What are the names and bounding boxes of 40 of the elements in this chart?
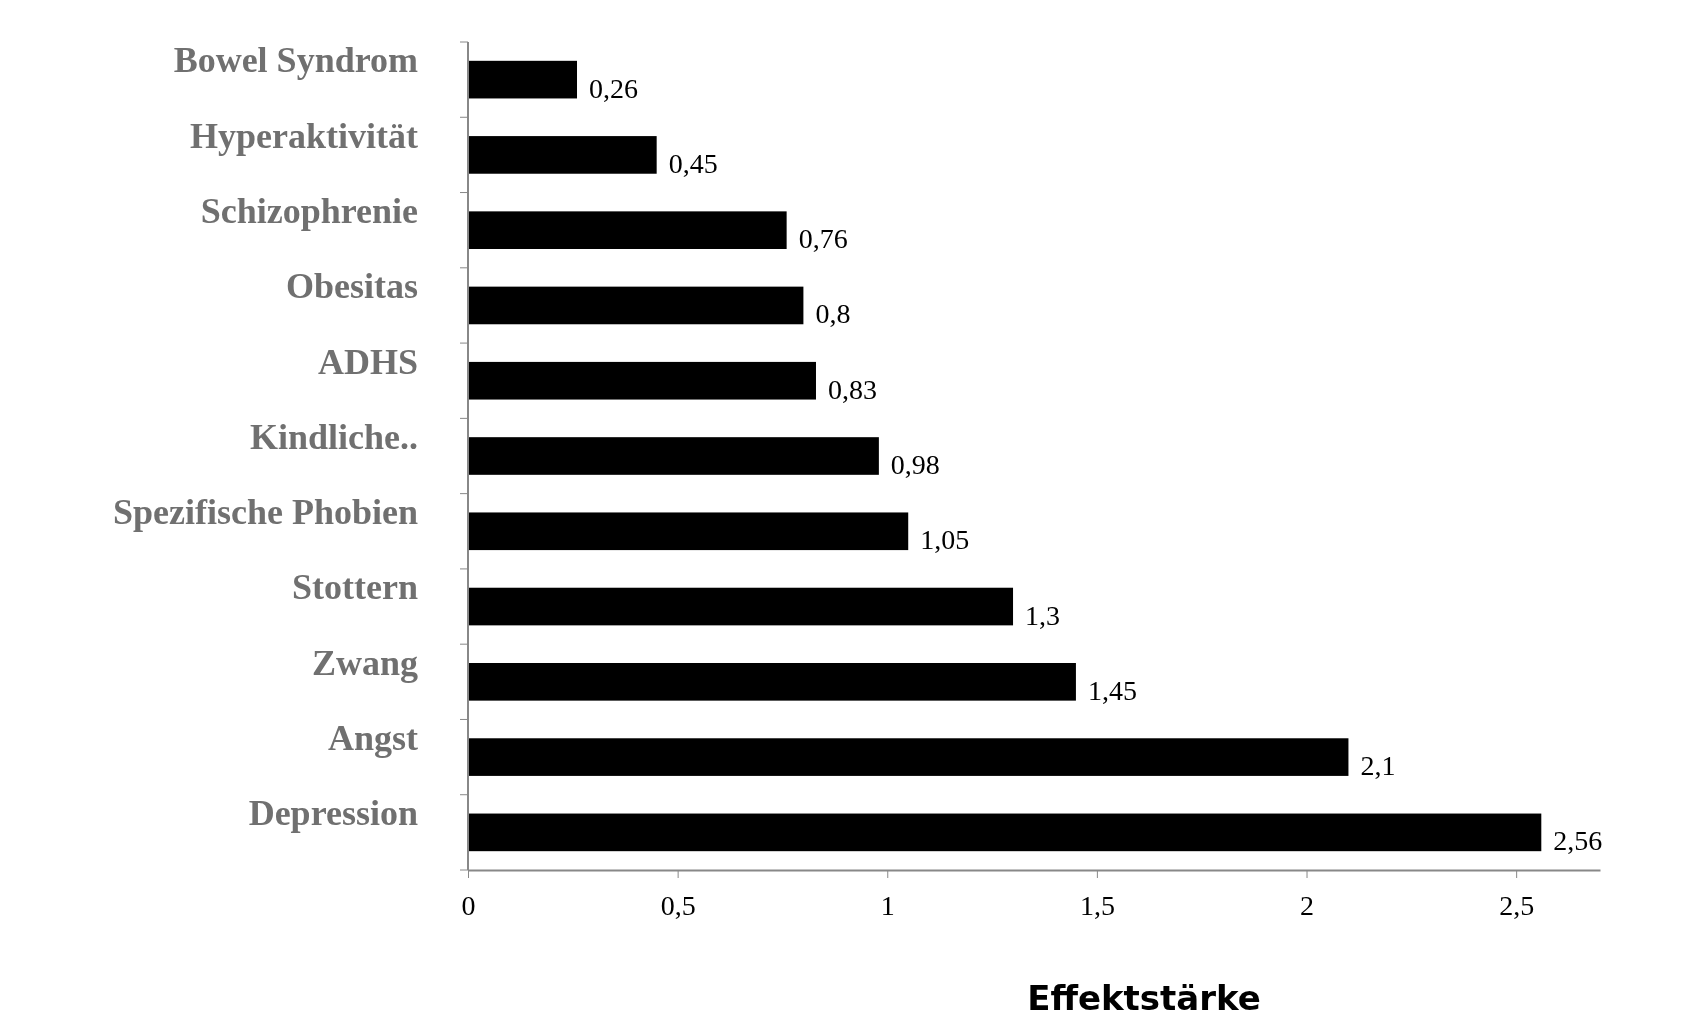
data-label: 0,76 (798, 223, 848, 255)
data-label: 0,26 (589, 72, 639, 104)
data-label: 0,45 (668, 147, 718, 179)
x-axis-title: Effektstärke (1027, 978, 1261, 1018)
y-tick-label: Schizophrenie (200, 190, 419, 231)
y-tick-label: Hyperaktivität (190, 115, 418, 156)
y-tick-label: Stottern (292, 567, 418, 608)
y-tick-label: Spezifische Phobien (112, 492, 418, 533)
y-tick-label: Depression (248, 793, 418, 834)
bar (468, 60, 578, 99)
bar (468, 813, 1542, 852)
x-tick-label: 2 (1300, 889, 1315, 921)
bar (468, 587, 1014, 626)
x-tick-label: 1 (880, 889, 895, 921)
x-tick-label: 0,5 (660, 889, 696, 921)
bar (468, 512, 909, 551)
bar (468, 663, 1076, 701)
y-tick-label: Bowel Syndrom (173, 40, 419, 81)
y-tick-label: Zwang (311, 642, 418, 683)
data-label: 2,56 (1553, 825, 1603, 857)
x-tick-label: 0 (461, 889, 476, 921)
x-tick-label: 2,5 (1499, 889, 1535, 921)
data-label: 1,05 (920, 524, 970, 556)
data-label: 0,83 (827, 373, 877, 405)
data-label: 1,3 (1025, 599, 1061, 631)
bar (468, 286, 804, 325)
y-tick-label: ADHS (317, 341, 418, 382)
data-label: 0,8 (815, 298, 851, 330)
x-tick-label: 1,5 (1079, 889, 1115, 921)
bar (468, 738, 1349, 776)
data-label: 0,98 (890, 449, 940, 480)
bar (468, 361, 816, 400)
data-label: 2,1 (1360, 750, 1396, 782)
data-label: 1,45 (1087, 674, 1137, 706)
bar (468, 136, 657, 174)
bar (468, 437, 879, 475)
bar (468, 211, 787, 249)
y-tick-label: Obesitas (285, 266, 418, 307)
y-tick-label: Kindliche.. (249, 416, 418, 457)
y-tick-label: Angst (327, 717, 418, 758)
